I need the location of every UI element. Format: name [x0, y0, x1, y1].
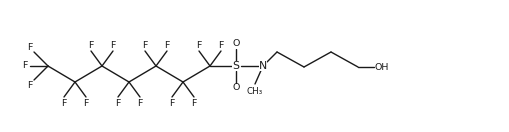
Text: OH: OH: [374, 62, 388, 72]
Text: F: F: [196, 41, 201, 50]
Text: F: F: [83, 98, 89, 107]
Text: S: S: [232, 61, 239, 71]
Text: F: F: [110, 41, 116, 50]
Text: N: N: [259, 61, 267, 71]
Text: F: F: [27, 81, 33, 89]
Text: O: O: [232, 39, 239, 48]
Text: F: F: [137, 98, 143, 107]
Text: F: F: [191, 98, 196, 107]
Text: F: F: [115, 98, 121, 107]
Text: F: F: [61, 98, 67, 107]
Text: O: O: [232, 84, 239, 93]
Text: F: F: [218, 41, 223, 50]
Text: F: F: [169, 98, 175, 107]
Text: F: F: [142, 41, 148, 50]
Text: F: F: [164, 41, 169, 50]
Text: F: F: [27, 43, 33, 51]
Text: F: F: [88, 41, 94, 50]
Text: CH₃: CH₃: [246, 86, 263, 95]
Text: F: F: [22, 62, 27, 70]
